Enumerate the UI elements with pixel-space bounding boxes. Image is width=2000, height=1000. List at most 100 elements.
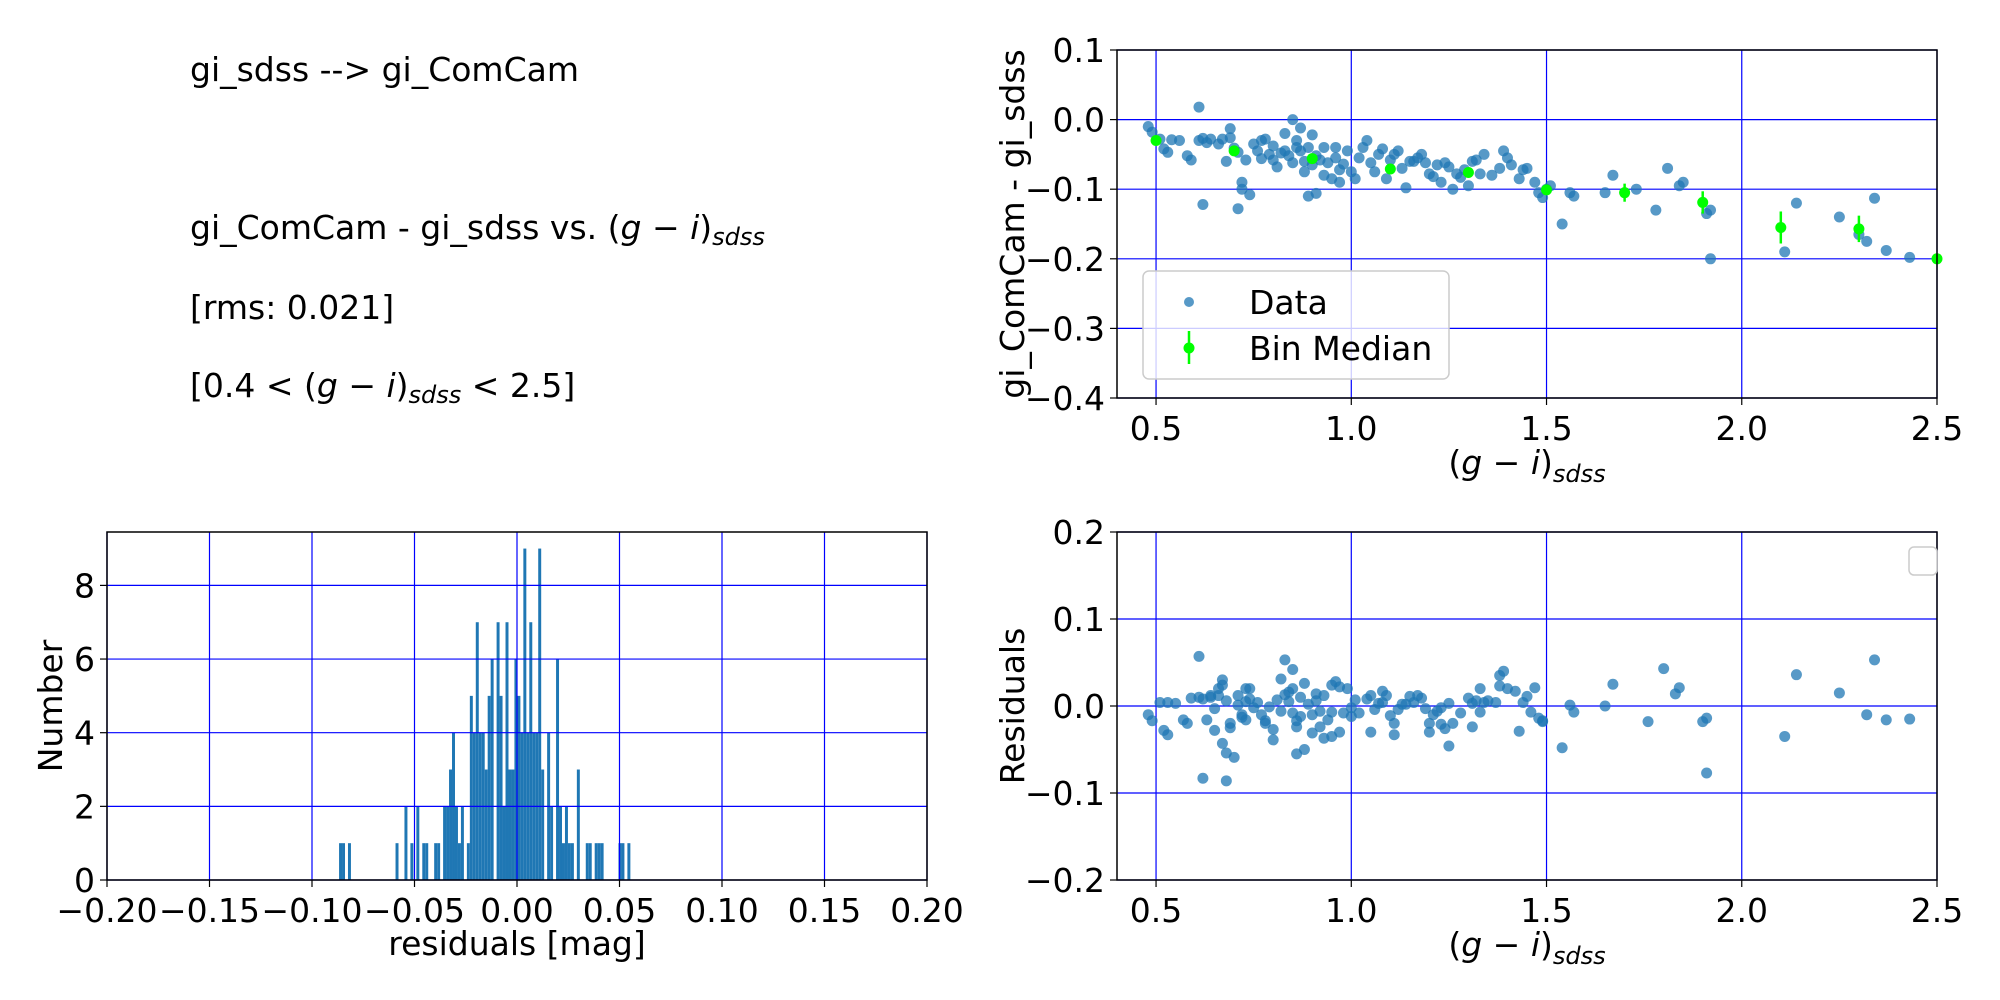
residual-point	[1790, 669, 1802, 681]
data-point	[1295, 122, 1307, 134]
histogram-bar	[454, 806, 458, 880]
bin-median-point	[1306, 153, 1318, 165]
histogram-bar	[339, 843, 343, 880]
residuals-xtick-label: 1.5	[1520, 891, 1572, 930]
data-point	[1224, 132, 1236, 144]
transformation-marks	[1142, 101, 1943, 265]
bin-median-point	[1150, 134, 1162, 146]
histogram-ylabel: Number	[31, 639, 70, 772]
data-point	[1419, 157, 1431, 169]
residual-point	[1380, 690, 1392, 702]
histogram-ytick-label: 2	[74, 787, 95, 826]
residual-point	[1904, 713, 1916, 725]
bin-median-point	[1541, 184, 1553, 196]
residual-point	[1521, 690, 1533, 702]
data-point	[1790, 197, 1802, 209]
residual-point	[1509, 685, 1521, 697]
residuals-ytick-label: 0.0	[1053, 687, 1105, 726]
residuals-ticks: 0.5 1.0 1.5 2.0 2.5 0.2 0.1 0.0 −0.1 −0.2	[1025, 513, 1963, 930]
data-point	[1529, 176, 1541, 188]
residual-point	[1181, 717, 1193, 729]
histogram-bar	[410, 843, 414, 880]
histogram-bar	[567, 843, 571, 880]
histogram-bar	[347, 843, 351, 880]
legend-frame	[1142, 270, 1450, 380]
histogram-bar	[404, 806, 408, 880]
data-point	[1630, 183, 1642, 195]
data-point	[1193, 101, 1205, 113]
histogram-bar	[490, 659, 494, 880]
data-point	[1447, 183, 1459, 195]
residual-point	[1326, 706, 1338, 718]
residual-point	[1295, 710, 1307, 722]
transformation-ytick-label: −0.2	[1025, 240, 1105, 279]
residual-point	[1287, 663, 1299, 675]
legend-median-marker	[1183, 342, 1195, 354]
data-point	[1302, 141, 1314, 153]
xlabel-minus: −	[1482, 925, 1531, 964]
bin-median-point	[1619, 187, 1631, 199]
residual-point	[1252, 697, 1264, 709]
residual-point	[1365, 690, 1377, 702]
data-point	[1259, 133, 1271, 145]
info-relation-i: i	[690, 208, 700, 247]
transformation-legend: Data Bin Median	[1142, 270, 1450, 380]
transformation-ytick-label: −0.1	[1025, 170, 1105, 209]
residual-point	[1423, 717, 1435, 729]
xlabel-close: )	[1540, 925, 1553, 964]
residual-point	[1170, 697, 1182, 709]
bin-median-point	[1462, 166, 1474, 178]
residual-point	[1291, 721, 1303, 733]
data-point	[1271, 161, 1283, 173]
xlabel-open: (	[1448, 443, 1461, 482]
transformation-ytick-label: −0.4	[1025, 379, 1105, 418]
bin-median-point	[1853, 223, 1865, 235]
residual-point	[1209, 703, 1221, 715]
histogram-ytick-label: 6	[74, 640, 95, 679]
residuals-xtick-label: 2.0	[1716, 891, 1768, 930]
xlabel-sub: sdss	[1553, 460, 1606, 488]
data-point	[1291, 134, 1303, 146]
residual-point	[1271, 694, 1283, 706]
bin-median-point	[1697, 196, 1709, 208]
residual-point	[1224, 722, 1236, 734]
histogram-bar	[576, 769, 580, 880]
histogram-bar	[559, 806, 562, 880]
residual-point	[1201, 714, 1213, 726]
data-point	[1349, 173, 1361, 185]
histogram-bar	[597, 843, 601, 880]
data-point	[1904, 251, 1916, 263]
histogram-bar	[508, 769, 512, 880]
residual-point	[1529, 682, 1541, 694]
residual-point	[1490, 697, 1502, 709]
data-point	[1568, 190, 1580, 202]
data-point	[1337, 158, 1349, 170]
residual-point	[1455, 707, 1467, 719]
histogram-xtick-label: −0.20	[56, 891, 157, 930]
histogram-bar	[425, 843, 429, 880]
residual-point	[1341, 683, 1353, 695]
residual-point	[1213, 690, 1225, 702]
transformation-ytick-label: 0.1	[1053, 31, 1105, 70]
transformation-ylabel: gi_ComCam - gi_sdss	[993, 49, 1032, 398]
data-point	[1861, 235, 1873, 247]
transformation-xtick-label: 1.0	[1325, 409, 1377, 448]
residual-point	[1287, 683, 1299, 695]
data-point	[1435, 176, 1447, 188]
data-point	[1185, 154, 1197, 166]
data-point	[1443, 161, 1455, 173]
histogram-bar	[342, 843, 346, 880]
histogram-bar	[499, 695, 503, 880]
residual-point	[1673, 682, 1685, 694]
residual-point	[1318, 690, 1330, 702]
data-point	[1287, 114, 1299, 126]
data-point	[1369, 166, 1381, 178]
histogram-xtick-label: −0.15	[159, 891, 260, 930]
histogram-bar	[437, 843, 441, 880]
info-range-i: i	[386, 366, 396, 405]
data-point	[1232, 203, 1244, 215]
histogram-bar	[443, 806, 447, 880]
data-point	[1521, 162, 1533, 174]
residual-point	[1263, 701, 1275, 713]
